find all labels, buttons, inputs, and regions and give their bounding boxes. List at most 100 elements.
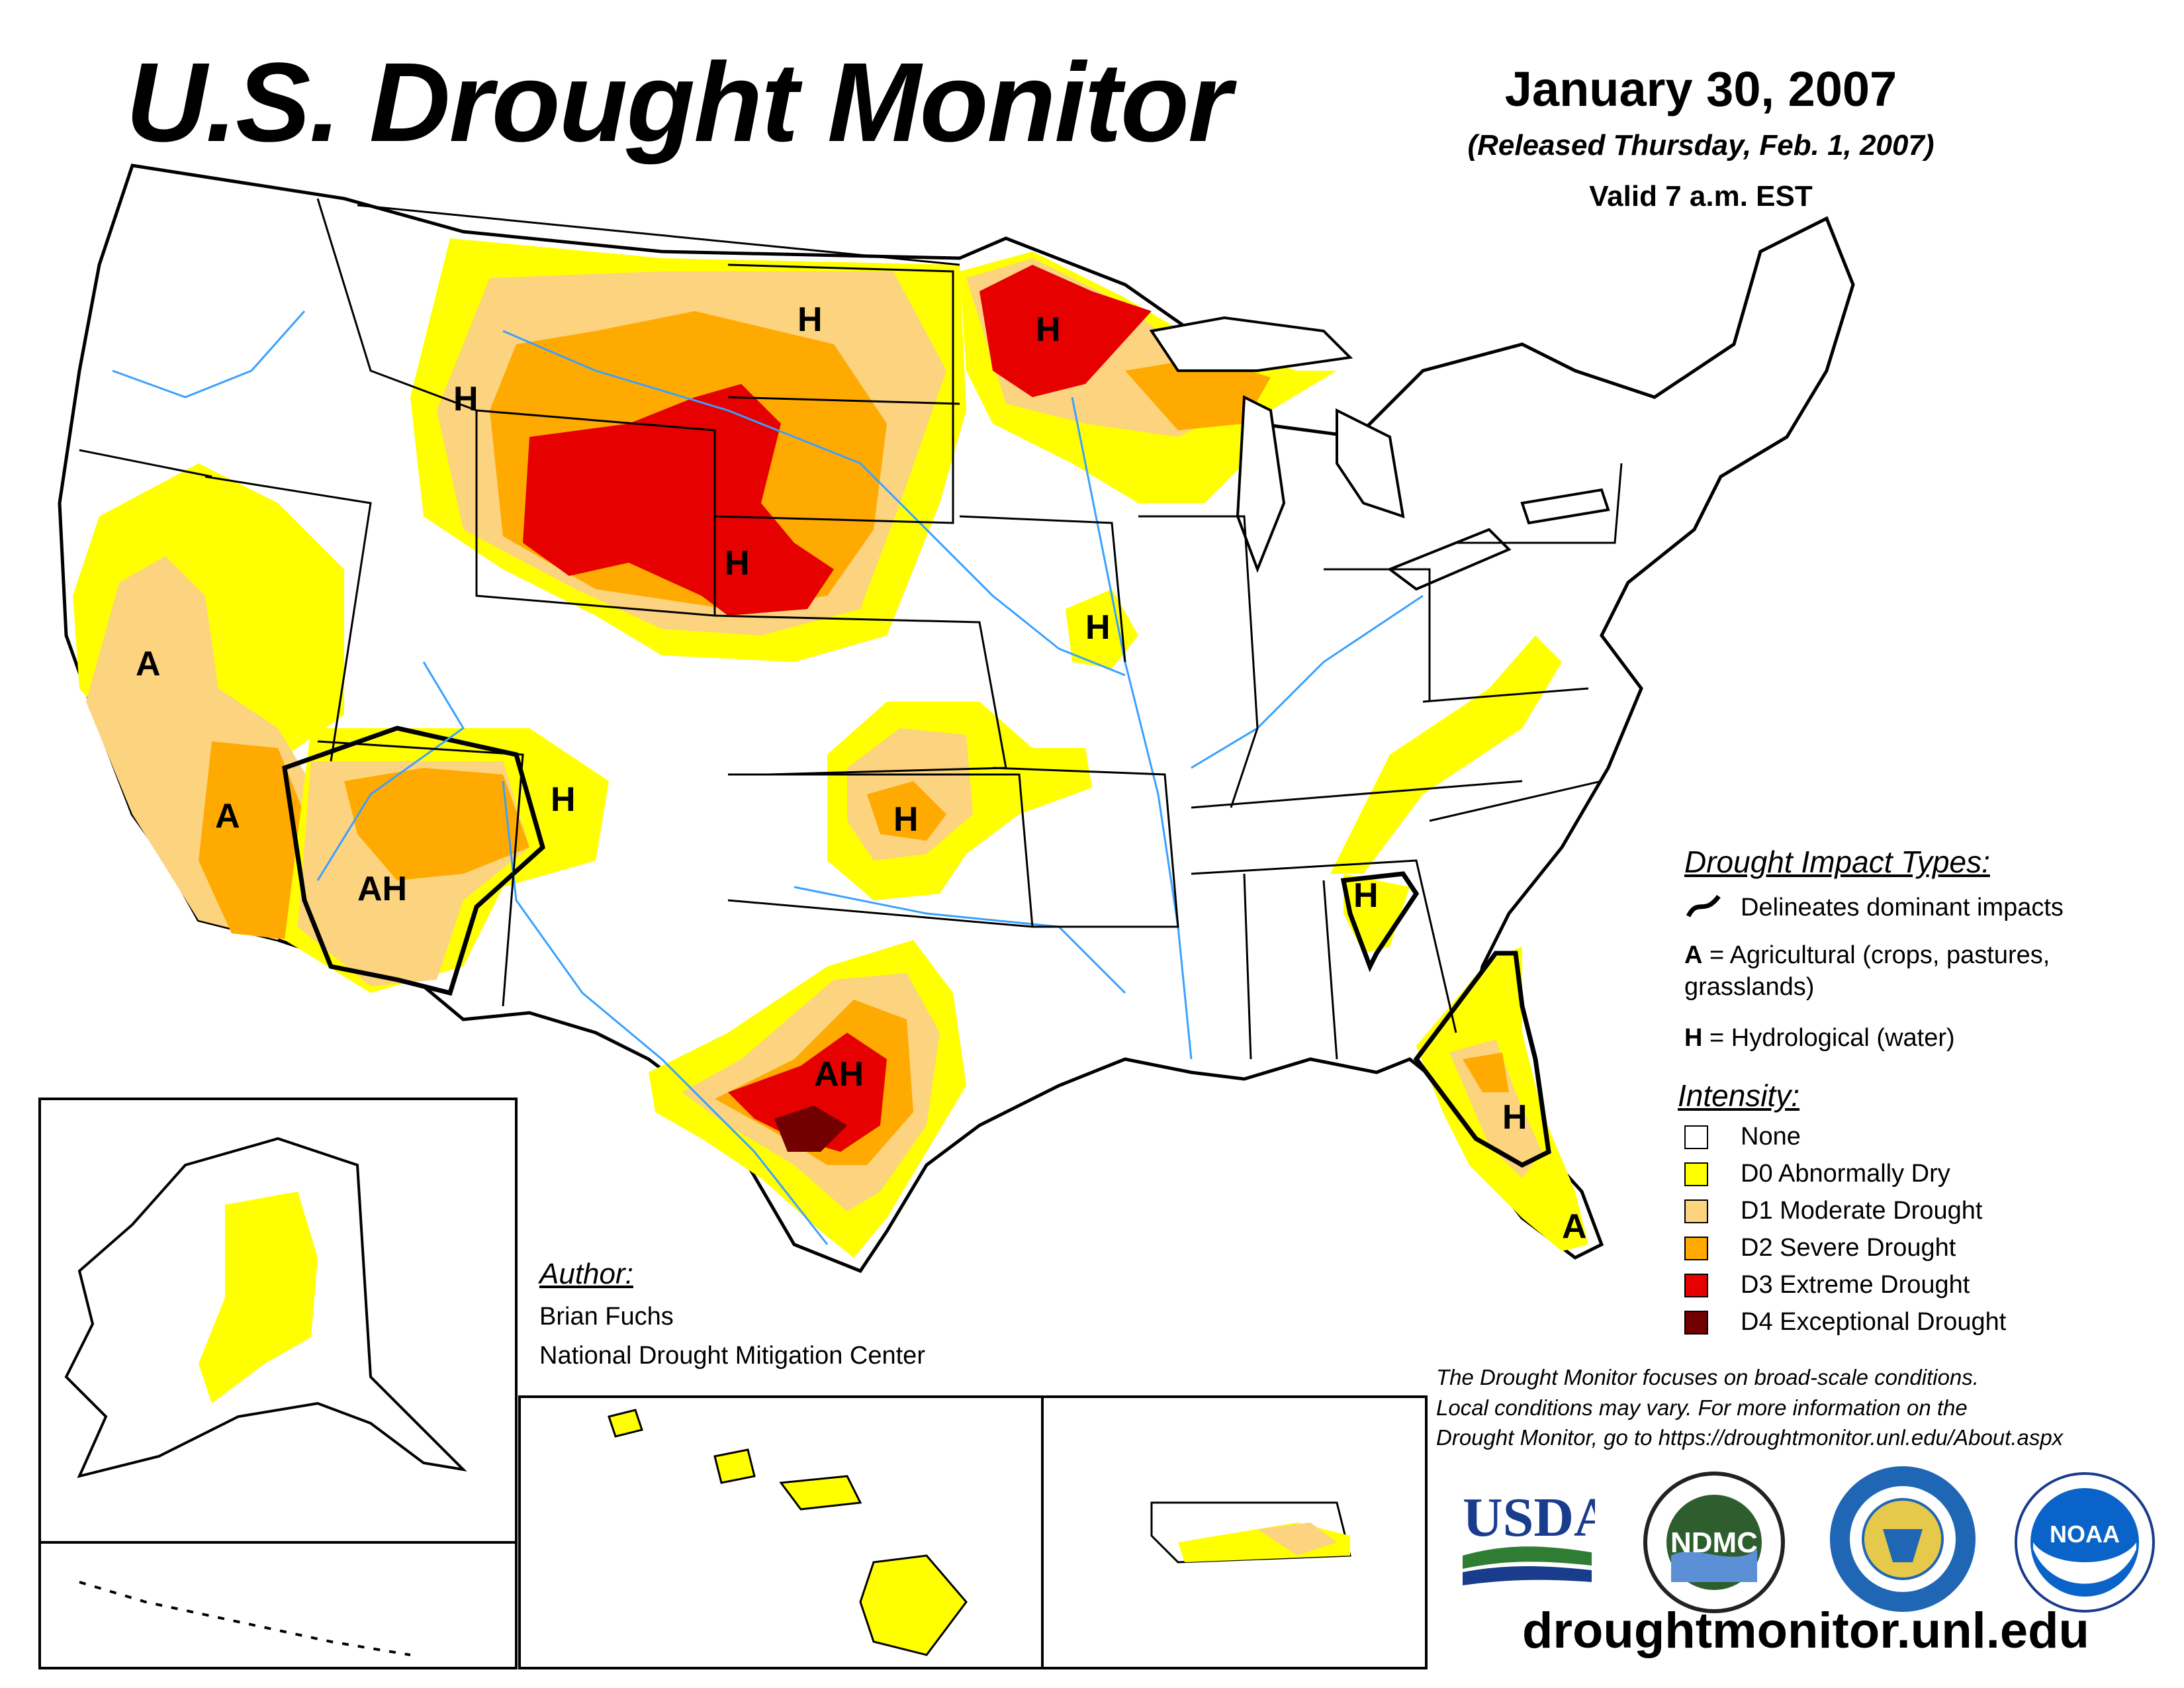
- author-block: Brian Fuchs National Drought Mitigation …: [539, 1297, 925, 1376]
- label-h-1: H: [797, 301, 823, 339]
- lake-michigan: [1236, 395, 1286, 573]
- boundary-il-in: [1138, 515, 1259, 808]
- d3-texas: [728, 1033, 887, 1152]
- hydrological-key: H: [1684, 1024, 1703, 1052]
- intensity-label: None: [1741, 1123, 1801, 1150]
- hydrological-legend-line: H = Hydrological (water): [1684, 1023, 1955, 1055]
- boundary-latitude-49: [357, 204, 960, 266]
- alaska-d0: [199, 1192, 318, 1403]
- page-title: U.S. Drought Monitor: [126, 40, 1232, 165]
- boundary-ut-nv: [205, 475, 372, 762]
- boundary-southeast: [1243, 873, 1338, 1060]
- puerto-rico-d1: [1257, 1523, 1337, 1556]
- hydrological-text: = Hydrological (water): [1709, 1024, 1955, 1052]
- d2-southern-plains: [867, 781, 946, 841]
- label-h-7: H: [893, 800, 919, 839]
- intensity-swatch: [1684, 1199, 1708, 1223]
- map-date: January 30, 2007: [1504, 62, 1897, 117]
- label-h-8: H: [1353, 876, 1379, 915]
- hawaii-big-island: [859, 1554, 968, 1656]
- disclaimer-line-1: The Drought Monitor focuses on broad-sca…: [1436, 1365, 1979, 1389]
- d3-northern-plains: [523, 384, 834, 616]
- valid-time: Valid 7 a.m. EST: [1589, 180, 1813, 212]
- boundary-mo-ar: [992, 767, 1179, 928]
- river-red: [794, 886, 1126, 994]
- boundary-tn-ky: [1191, 780, 1523, 809]
- usda-logo-text: USDA: [1463, 1487, 1595, 1548]
- noaa-logo-text: NOAA: [2050, 1521, 2120, 1548]
- d4-texas: [774, 1105, 847, 1152]
- intensity-swatch: [1684, 1162, 1708, 1186]
- boundary-nd-sd: [727, 396, 960, 405]
- hawaii-inset-frame: [518, 1395, 1044, 1669]
- author-heading: Author:: [539, 1258, 633, 1290]
- great-lakes: [1149, 316, 1610, 591]
- label-h-3: H: [453, 380, 478, 418]
- boundary-dakotas: [714, 263, 954, 524]
- boundary-mn-ia: [959, 515, 1126, 663]
- boundary-ne-ks: [714, 614, 1007, 776]
- agricultural-key: A: [1684, 941, 1703, 969]
- hawaii-oahu: [713, 1448, 756, 1484]
- intensity-label: D2 Severe Drought: [1741, 1234, 1956, 1262]
- river-rio-grande: [502, 780, 829, 1245]
- intensity-swatch: [1684, 1274, 1708, 1297]
- delineates-text: Delineates dominant impacts: [1741, 894, 2064, 921]
- river-colorado: [316, 661, 465, 881]
- label-a-1: A: [136, 645, 161, 683]
- label-h-2: H: [1036, 310, 1061, 349]
- disclaimer-line-2: Local conditions may vary. For more info…: [1436, 1395, 1968, 1420]
- usda-logo: USDA: [1463, 1487, 1595, 1585]
- d2-four-corners: [344, 768, 529, 880]
- boundary-ca-or: [79, 449, 212, 478]
- d2-florida: [1463, 1053, 1509, 1092]
- hawaii-kauai: [608, 1409, 643, 1438]
- impact-line-carolinas: [1340, 871, 1420, 972]
- d2-west: [199, 741, 304, 940]
- delineation-line-icon: [1686, 894, 1721, 917]
- intensity-label: D4 Exceptional Drought: [1741, 1308, 2007, 1336]
- boundary-nm-az: [317, 740, 524, 1007]
- boundary-va-nc: [1422, 687, 1602, 822]
- label-a-3: A: [1562, 1207, 1587, 1246]
- impact-line-florida: [1413, 951, 1551, 1168]
- river-missouri: [502, 330, 1126, 677]
- rivers: [112, 310, 1424, 1245]
- impact-lines: [282, 726, 1551, 1168]
- intensity-label: D0 Abnormally Dry: [1741, 1160, 1950, 1188]
- author-name: Brian Fuchs: [539, 1303, 674, 1331]
- label-h-5: H: [1085, 608, 1111, 647]
- site-url[interactable]: droughtmonitor.unl.edu: [1522, 1603, 2089, 1659]
- release-date: (Released Thursday, Feb. 1, 2007): [1467, 129, 1934, 162]
- author-org: National Drought Mitigation Center: [539, 1341, 925, 1370]
- drought-areas: [73, 238, 1588, 1258]
- ndmc-logo-text: NDMC: [1670, 1526, 1758, 1559]
- ndmc-logo: NDMC: [1643, 1472, 1785, 1613]
- intensity-label: D3 Extreme Drought: [1741, 1271, 1970, 1299]
- intensity-swatch: [1684, 1125, 1708, 1149]
- boundary-ok: [727, 773, 1034, 928]
- intensity-swatch: [1684, 1237, 1708, 1260]
- commerce-logo: [1830, 1466, 1976, 1612]
- impact-line-southwest: [282, 726, 545, 996]
- lake-superior: [1149, 316, 1353, 372]
- state-boundaries: [79, 198, 1623, 1060]
- river-columbia: [112, 310, 306, 399]
- label-h-4: H: [725, 544, 750, 583]
- river-ohio: [1191, 594, 1424, 769]
- intensity-label: D1 Moderate Drought: [1741, 1197, 1983, 1225]
- alaska-aleutians: [79, 1581, 411, 1656]
- label-h-9: H: [1502, 1098, 1527, 1137]
- agricultural-text: = Agricultural (crops, pastures,: [1709, 941, 2050, 969]
- d3-minnesota: [979, 265, 1152, 397]
- lake-huron: [1336, 408, 1405, 518]
- label-ah-2: AH: [814, 1055, 864, 1094]
- intensity-swatch: [1684, 1311, 1708, 1335]
- noaa-logo: NOAA: [2015, 1472, 2155, 1613]
- agricultural-legend-line: A = Agricultural (crops, pastures,: [1684, 940, 2050, 972]
- d0-southeast: [1343, 874, 1410, 953]
- map-impact-labels: H H H H H H H H H A A A AH AH: [136, 301, 1587, 1246]
- label-a-2: A: [215, 797, 240, 835]
